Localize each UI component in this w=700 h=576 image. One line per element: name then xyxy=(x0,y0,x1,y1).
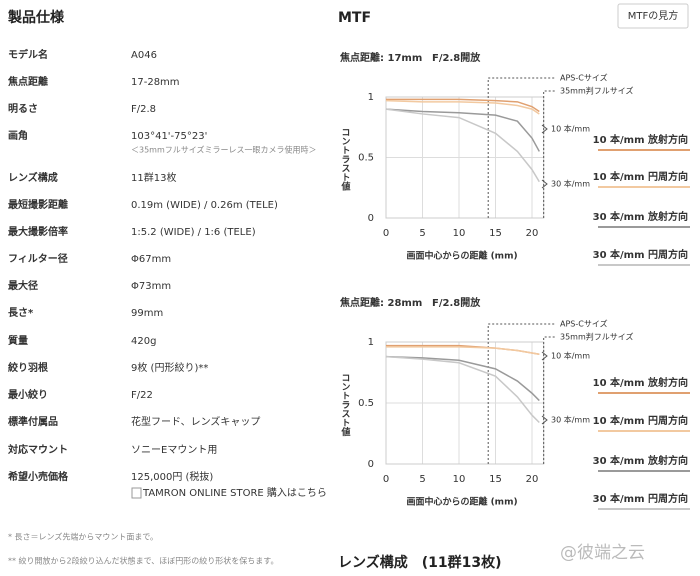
legend-entry: 30 本/mm 放射方向 xyxy=(593,210,688,223)
curve-label-chevron xyxy=(541,415,548,425)
x-tick-label: 0 xyxy=(383,228,389,239)
spec-value: F/2.8 xyxy=(131,104,156,115)
spec-value: 99mm xyxy=(131,308,163,319)
spec-value: F/22 xyxy=(131,390,153,401)
x-tick-label: 10 xyxy=(453,474,466,485)
spec-value: 17-28mm xyxy=(131,77,180,88)
spec-label: 長さ* xyxy=(8,307,34,319)
spec-value: 420g xyxy=(131,336,156,347)
spec-value: 11群13枚 xyxy=(131,171,176,184)
mtf-curve xyxy=(385,99,540,115)
spec-value: 花型フード、レンズキャップ xyxy=(131,415,260,428)
curve-label: 30 本/mm xyxy=(551,179,590,189)
x-tick-label: 0 xyxy=(383,474,389,485)
spec-label: 希望小売価格 xyxy=(7,470,69,483)
spec-label: 最小絞り xyxy=(8,388,48,401)
curve-label-chevron xyxy=(541,351,548,361)
legend-entry: 10 本/mm 放射方向 xyxy=(593,133,688,146)
legend-entry: 30 本/mm 放射方向 xyxy=(593,454,688,467)
section-title: 製品仕様 xyxy=(7,9,65,26)
spec-value: 103°41'-75°23' xyxy=(131,131,207,142)
spec-value: Φ73mm xyxy=(131,281,171,292)
spec-label: 対応マウント xyxy=(7,443,68,456)
watermark: @彼端之云 xyxy=(560,543,645,563)
size-limit-line xyxy=(487,77,555,218)
spec-label: モデル名 xyxy=(8,48,48,61)
next-section-title: レンズ構成 (11群13枚) xyxy=(338,554,501,571)
mtf-curve xyxy=(385,108,540,183)
chart-subtitle: F/2.8開放 xyxy=(432,296,481,309)
spec-label: レンズ構成 xyxy=(8,171,58,184)
size-limit-line xyxy=(543,90,555,218)
chart-subtitle: F/2.8開放 xyxy=(432,51,481,64)
spec-label: 絞り羽根 xyxy=(7,361,48,374)
spec-label: 質量 xyxy=(8,334,28,347)
mtf-curve xyxy=(386,98,540,113)
y-tick-label: 0.5 xyxy=(358,153,374,164)
store-link[interactable]: TAMRON ONLINE STORE 購入はこちら xyxy=(142,486,327,499)
size-limit-label: APS-Cサイズ xyxy=(560,73,608,83)
size-limit-label: 35mm判フルサイズ xyxy=(560,86,634,96)
chart-title: 焦点距離: 28mm xyxy=(339,296,422,309)
x-tick-label: 20 xyxy=(526,474,539,485)
size-limit-label: APS-Cサイズ xyxy=(560,319,608,329)
x-tick-label: 10 xyxy=(453,228,466,239)
y-tick-label: 0 xyxy=(368,459,374,470)
y-tick-label: 1 xyxy=(368,92,374,103)
curve-label: 10 本/mm xyxy=(551,351,590,361)
mtf-curve xyxy=(385,108,540,152)
spec-label: 最大径 xyxy=(8,279,38,292)
footnote: * 長さ＝レンズ先端からマウント面まで。 xyxy=(8,532,158,542)
spec-value: Φ67mm xyxy=(131,254,171,265)
x-tick-label: 15 xyxy=(489,474,502,485)
legend-entry: 30 本/mm 円周方向 xyxy=(593,248,688,261)
mtf-guide-button-label[interactable]: MTFの見方 xyxy=(628,9,679,22)
x-tick-label: 20 xyxy=(526,228,539,239)
spec-value: 1:5.2 (WIDE) / 1:6 (TELE) xyxy=(131,227,256,238)
legend-entry: 30 本/mm 円周方向 xyxy=(593,492,688,505)
footnote: ** 絞り開放から2段絞り込んだ状態まで、ほぼ円形の絞り形状を保ちます。 xyxy=(8,556,279,566)
spec-value: 9枚 (円形絞り)** xyxy=(131,361,208,374)
x-tick-label: 5 xyxy=(419,474,425,485)
curve-label: 10 本/mm xyxy=(551,124,590,134)
curve-label-chevron xyxy=(541,124,548,134)
spec-label: 最短撮影距離 xyxy=(8,198,68,211)
mtf-curve xyxy=(386,346,540,355)
curve-label: 30 本/mm xyxy=(551,415,590,425)
x-tick-label: 5 xyxy=(419,228,425,239)
y-axis-label: コントラスト値 xyxy=(340,373,352,437)
spec-value: ソニーEマウント用 xyxy=(131,444,217,456)
mtf-curve xyxy=(385,355,540,424)
spec-value: 125,000円 (税抜) xyxy=(131,470,213,483)
x-tick-label: 15 xyxy=(489,228,502,239)
spec-label: 焦点距離 xyxy=(7,75,48,88)
x-axis-label: 画面中心からの距離 (mm) xyxy=(406,496,517,508)
mtf-title: MTF xyxy=(338,10,371,26)
spec-value: A046 xyxy=(131,50,157,61)
mtf-guide-button[interactable] xyxy=(617,3,689,29)
size-limit-line xyxy=(487,323,555,464)
spec-value: 0.19m (WIDE) / 0.26m (TELE) xyxy=(131,200,278,211)
mtf-curve xyxy=(385,355,540,402)
legend-entry: 10 本/mm 円周方向 xyxy=(593,414,688,427)
size-limit-label: 35mm判フルサイズ xyxy=(560,332,634,342)
spec-label: フィルター径 xyxy=(8,252,68,265)
y-tick-label: 1 xyxy=(368,337,374,348)
x-axis-label: 画面中心からの距離 (mm) xyxy=(406,250,517,262)
legend-entry: 10 本/mm 放射方向 xyxy=(593,376,688,389)
legend-entry: 10 本/mm 円周方向 xyxy=(593,170,688,183)
spec-label: 標準付属品 xyxy=(8,415,58,428)
broken-image-icon[interactable] xyxy=(131,487,142,499)
y-axis-label: コントラスト値 xyxy=(340,128,352,192)
spec-label: 明るさ xyxy=(8,103,38,115)
spec-label: 画角 xyxy=(8,129,28,142)
y-tick-label: 0.5 xyxy=(358,398,374,409)
curve-label-chevron xyxy=(541,179,548,189)
chart-title: 焦点距離: 17mm xyxy=(339,51,422,64)
spec-label: 最大撮影倍率 xyxy=(8,225,68,238)
y-tick-label: 0 xyxy=(368,213,374,224)
spec-note: ＜35mmフルサイズミラーレス一眼カメラ使用時＞ xyxy=(131,145,317,155)
